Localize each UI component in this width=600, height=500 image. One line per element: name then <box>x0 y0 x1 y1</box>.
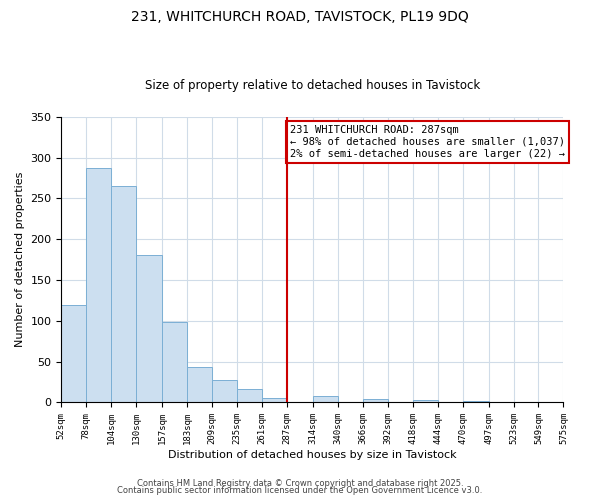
Bar <box>61 304 86 402</box>
Bar <box>237 390 262 402</box>
Bar <box>262 398 287 402</box>
Bar <box>363 399 388 402</box>
Bar <box>413 400 437 402</box>
Bar <box>313 396 338 402</box>
Text: 231, WHITCHURCH ROAD, TAVISTOCK, PL19 9DQ: 231, WHITCHURCH ROAD, TAVISTOCK, PL19 9D… <box>131 10 469 24</box>
Text: Contains HM Land Registry data © Crown copyright and database right 2025.: Contains HM Land Registry data © Crown c… <box>137 478 463 488</box>
Bar <box>136 254 162 402</box>
Text: 231 WHITCHURCH ROAD: 287sqm
← 98% of detached houses are smaller (1,037)
2% of s: 231 WHITCHURCH ROAD: 287sqm ← 98% of det… <box>290 126 565 158</box>
Bar <box>86 168 112 402</box>
Bar <box>212 380 237 402</box>
Bar <box>162 322 187 402</box>
Bar <box>187 366 212 402</box>
Text: Contains public sector information licensed under the Open Government Licence v3: Contains public sector information licen… <box>118 486 482 495</box>
Bar <box>463 401 488 402</box>
Title: Size of property relative to detached houses in Tavistock: Size of property relative to detached ho… <box>145 79 480 92</box>
Bar <box>112 186 136 402</box>
Y-axis label: Number of detached properties: Number of detached properties <box>15 172 25 348</box>
X-axis label: Distribution of detached houses by size in Tavistock: Distribution of detached houses by size … <box>168 450 457 460</box>
